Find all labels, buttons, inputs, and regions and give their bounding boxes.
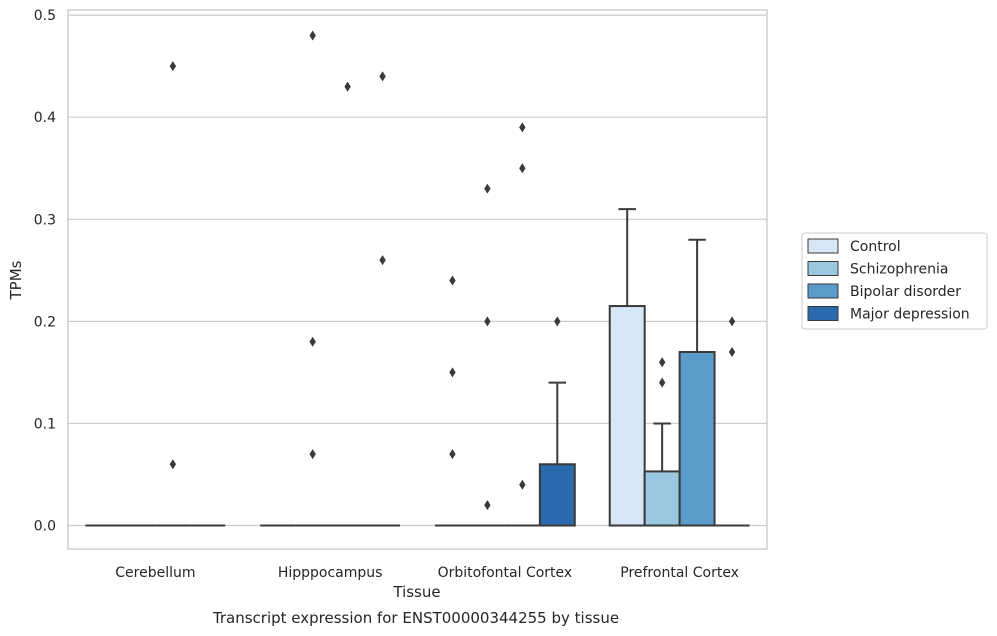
- outlier-point: [519, 122, 526, 133]
- x-tick-label: Cerebellum: [115, 565, 195, 581]
- y-axis-label: TPMs: [7, 260, 25, 300]
- outlier-point: [379, 71, 386, 82]
- chart-caption: Transcript expression for ENST0000034425…: [212, 609, 619, 627]
- legend-swatch: [807, 306, 839, 321]
- outlier-point: [449, 275, 456, 286]
- outlier-point: [169, 459, 177, 470]
- legend-swatch: [807, 283, 839, 299]
- legend-label: Control: [850, 239, 901, 255]
- x-tick-label: Prefrontal Cortex: [620, 565, 739, 581]
- x-tick-label: Hipppocampus: [278, 565, 383, 581]
- outlier-point: [484, 183, 491, 194]
- outlier-point: [449, 449, 456, 460]
- legend-swatch: [807, 238, 839, 254]
- box: [643, 470, 681, 527]
- outlier-point: [519, 479, 526, 490]
- outlier-point: [379, 255, 386, 266]
- outlier-point: [554, 316, 561, 327]
- outlier-point: [169, 61, 177, 72]
- box: [678, 350, 716, 527]
- x-axis-label: Tissue: [392, 583, 440, 601]
- legend-swatch: [807, 261, 839, 276]
- box: [608, 305, 646, 527]
- outlier-point: [728, 346, 736, 357]
- legend-label: Major depression: [850, 307, 970, 323]
- x-axis-ticks: Cerebellum Hipppocampus Orbitofontal Corte…: [115, 565, 739, 581]
- y-tick-label: 0.2: [34, 314, 56, 330]
- legend-label: Schizophrenia: [850, 262, 948, 278]
- y-tick-label: 0.4: [34, 110, 56, 126]
- y-tick-label: 0.0: [34, 519, 56, 535]
- outlier-point: [658, 357, 666, 368]
- outlier-point: [309, 449, 316, 460]
- outlier-point: [728, 316, 736, 327]
- outlier-point: [309, 336, 316, 347]
- marks-layer: [85, 30, 750, 527]
- outlier-point: [344, 81, 351, 92]
- outlier-point: [658, 377, 666, 388]
- legend-frame: [801, 232, 988, 330]
- outlier-point: [484, 316, 491, 327]
- outlier-point: [519, 163, 526, 174]
- outlier-point: [449, 367, 456, 378]
- plot-frame: [67, 9, 768, 550]
- outlier-point: [309, 30, 316, 41]
- y-tick-label: 0.1: [34, 416, 56, 432]
- y-axis-ticks: 0.0 0.1 0.2 0.3 0.4 0.5: [34, 8, 56, 534]
- x-tick-label: Orbitofontal Cortex: [438, 565, 573, 581]
- legend-label: Bipolar disorder: [850, 284, 961, 300]
- y-tick-label: 0.3: [34, 212, 56, 228]
- y-tick-label: 0.5: [34, 8, 56, 24]
- outlier-point: [484, 500, 491, 511]
- box: [538, 463, 576, 527]
- legend: Control Schizophrenia Bipolar disorder Majo…: [801, 232, 988, 330]
